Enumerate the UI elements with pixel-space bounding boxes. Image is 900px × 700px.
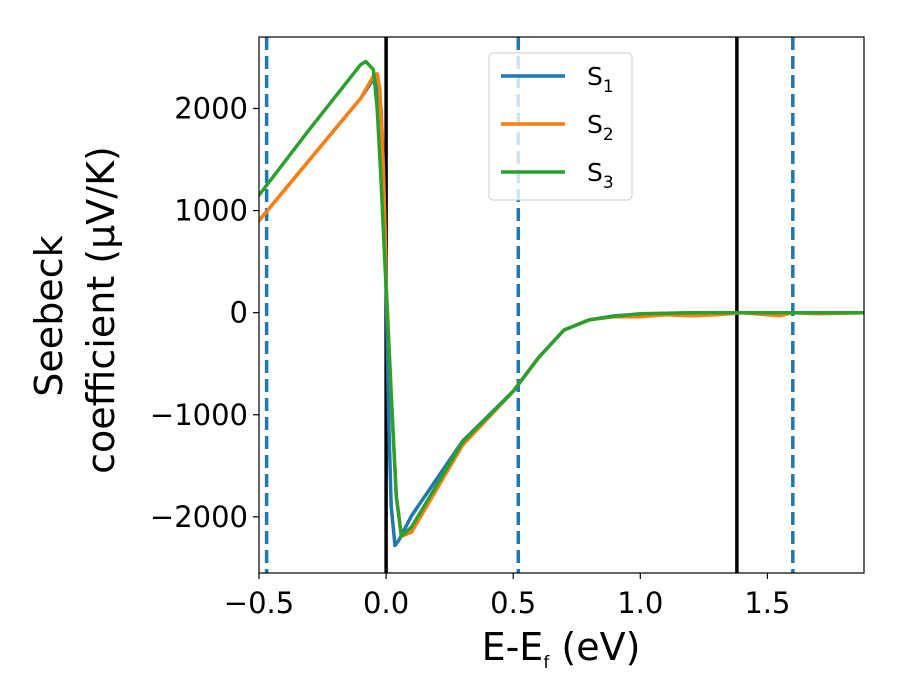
- legend-box: [488, 52, 633, 201]
- y-tick-label: −2000: [150, 500, 248, 534]
- x-tick-label: 0.0: [363, 586, 409, 620]
- y-axis-label: Seebeck coefficient (μV/K): [27, 146, 123, 474]
- series-line-s3: [259, 59, 864, 538]
- x-axis-label: E-Ef (eV): [482, 625, 641, 673]
- legend-label-s3: S3: [587, 158, 614, 193]
- x-tick-label: 1.5: [744, 586, 790, 620]
- y-tick-label: −1000: [150, 398, 248, 432]
- y-axis-ticks: −2000 −1000 0 1000 2000: [150, 91, 259, 534]
- x-tick-label: 0.5: [490, 586, 536, 620]
- legend-label-s2: S2: [587, 110, 614, 145]
- x-tick-label: 1.0: [617, 586, 663, 620]
- legend: S1 S2 S3: [488, 52, 633, 201]
- legend-label-s1: S1: [587, 62, 614, 97]
- x-axis-ticks: −0.5 0.0 0.5 1.0 1.5: [224, 573, 790, 620]
- x-tick-label: −0.5: [224, 586, 294, 620]
- y-tick-label: 1000: [174, 194, 248, 228]
- series-lines: [259, 59, 864, 548]
- y-tick-label: 0: [230, 296, 248, 330]
- plot-frame: [258, 36, 865, 574]
- y-tick-label: 2000: [174, 91, 248, 125]
